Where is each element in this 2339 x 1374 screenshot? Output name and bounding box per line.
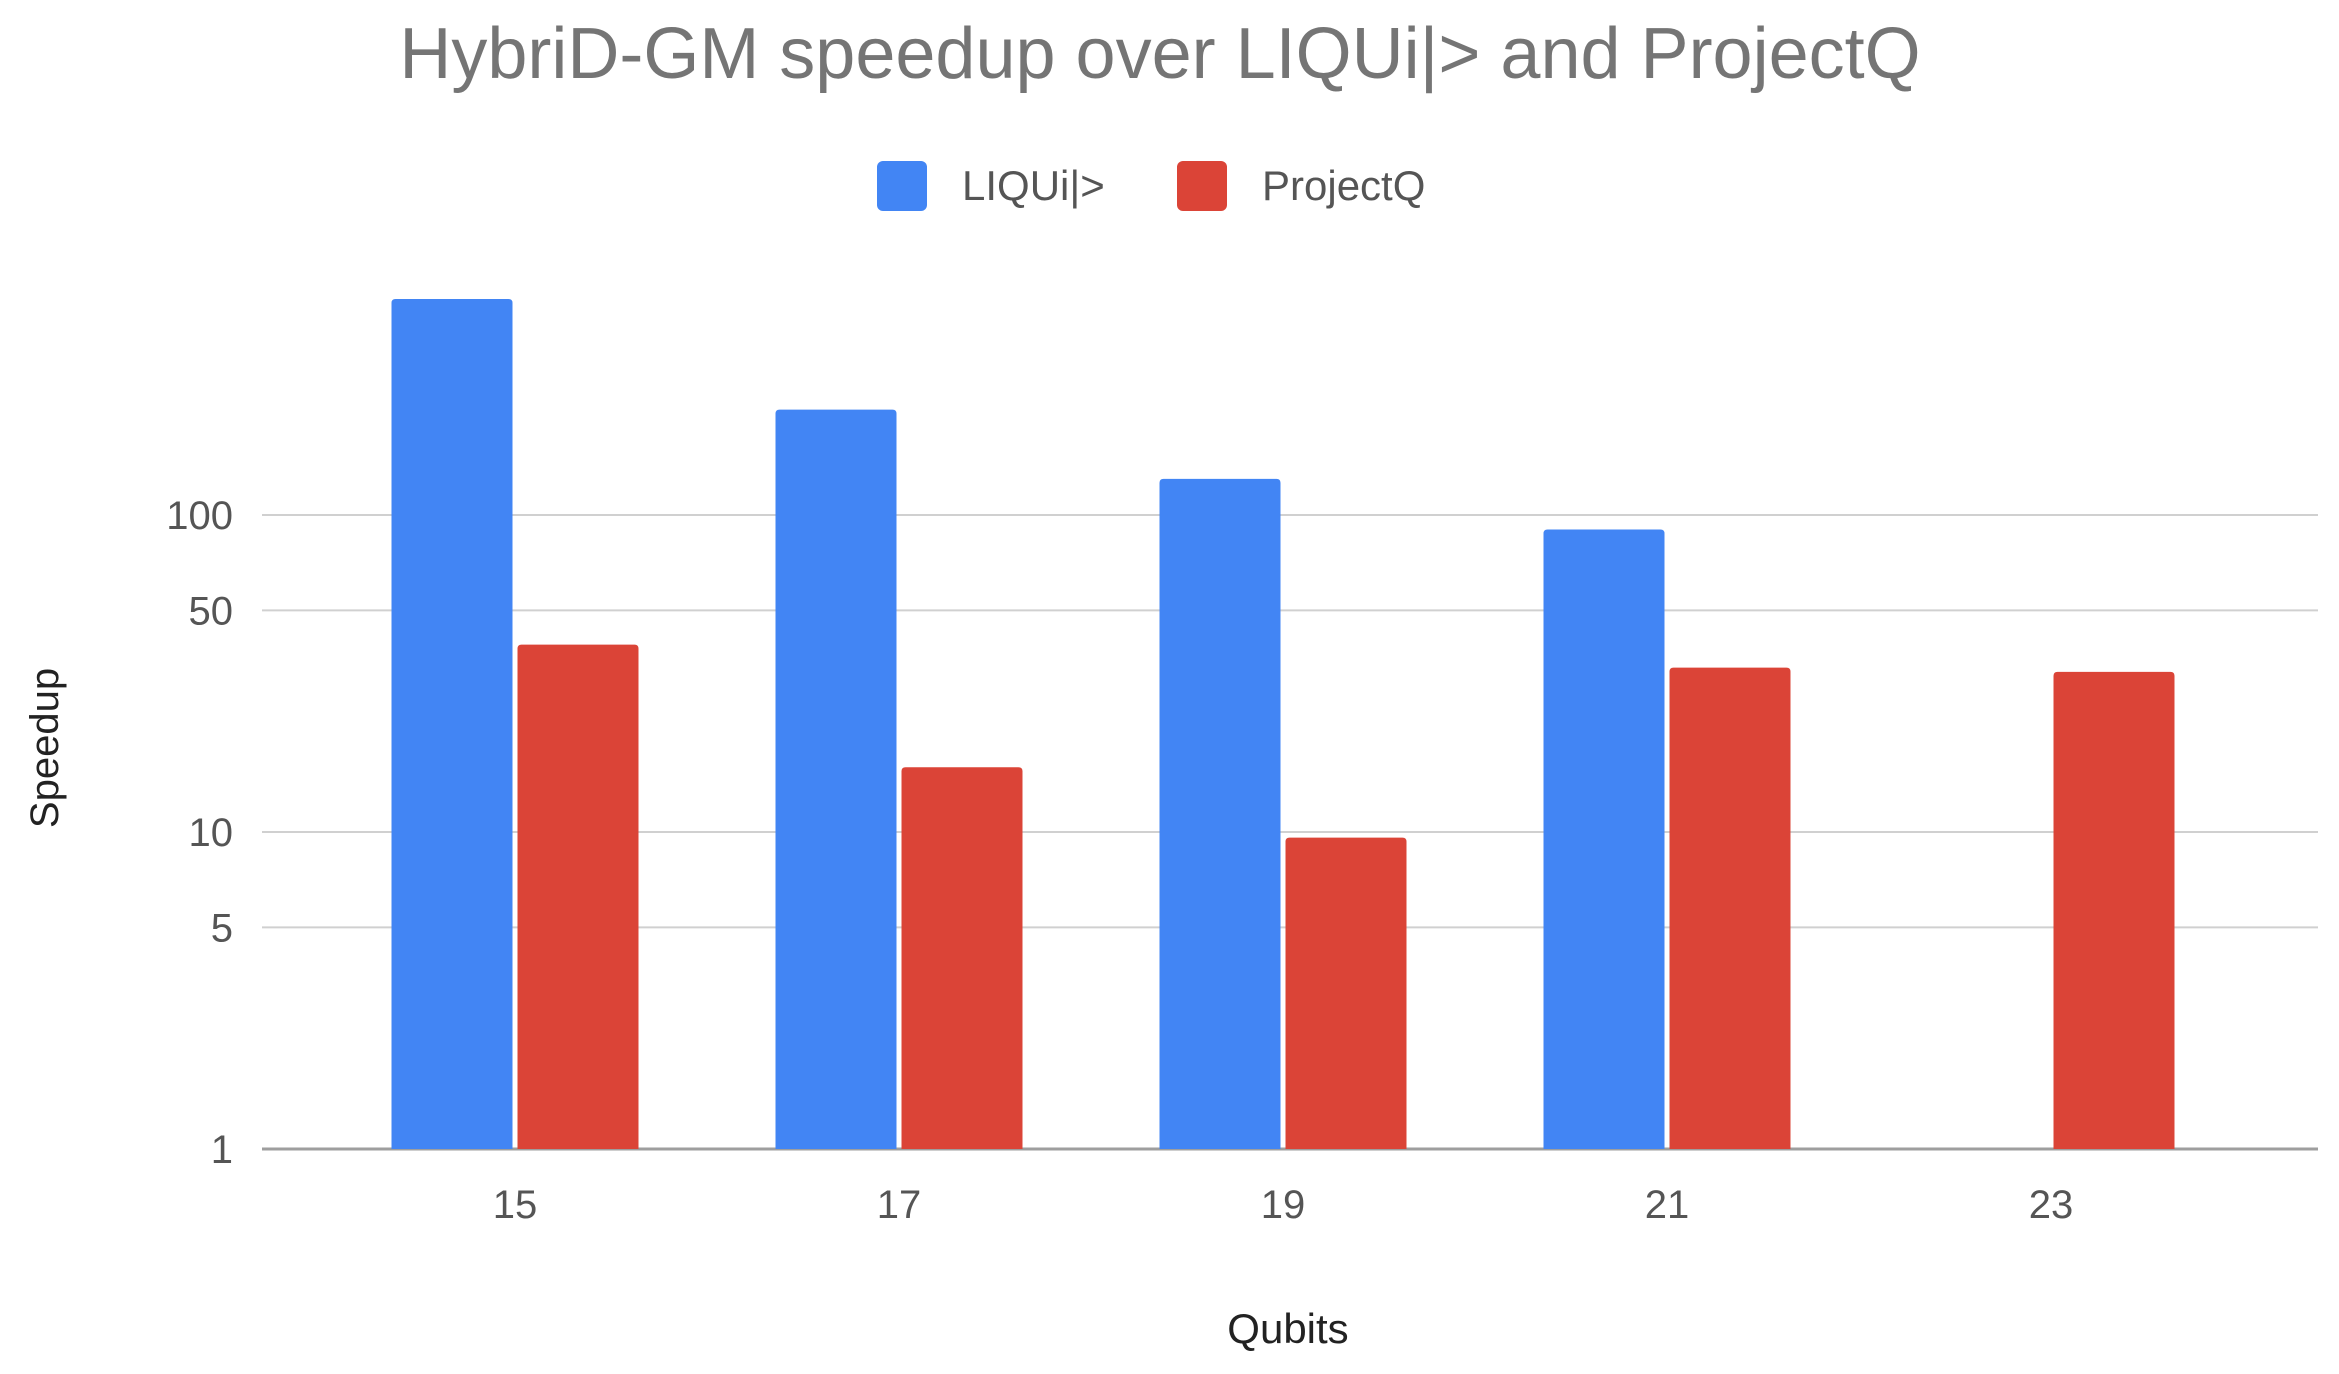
x-tick-label: 15 bbox=[493, 1183, 538, 1227]
bar-projectq-23 bbox=[2053, 671, 2175, 1149]
bar-liqui-19 bbox=[1159, 478, 1281, 1149]
x-tick-label: 23 bbox=[2029, 1183, 2074, 1227]
bar-projectq-19 bbox=[1285, 837, 1407, 1149]
legend-swatch bbox=[1177, 161, 1227, 211]
legend-swatch bbox=[877, 161, 927, 211]
legend-label: LIQUi|> bbox=[962, 162, 1105, 209]
bar-liqui-17 bbox=[775, 409, 897, 1149]
x-tick-label: 19 bbox=[1261, 1183, 1306, 1227]
y-axis-label: Speedup bbox=[23, 668, 67, 828]
chart-title: HybriD-GM speedup over LIQUi|> and Proje… bbox=[399, 14, 1920, 94]
bar-projectq-15 bbox=[517, 644, 639, 1149]
bar-projectq-17 bbox=[901, 767, 1023, 1149]
x-tick-label: 21 bbox=[1645, 1183, 1690, 1227]
x-axis-label: Qubits bbox=[1227, 1305, 1348, 1352]
y-tick-label: 1 bbox=[211, 1128, 233, 1172]
bar-liqui-21 bbox=[1543, 529, 1665, 1149]
legend: LIQUi|> ProjectQ bbox=[877, 161, 1425, 211]
y-tick-label: 50 bbox=[189, 589, 234, 633]
y-tick-label: 100 bbox=[166, 494, 233, 538]
x-tick-label: 17 bbox=[877, 1183, 922, 1227]
y-axis-ticks: 1 5 10 50 100 bbox=[166, 494, 233, 1172]
bar-liqui-15 bbox=[391, 299, 513, 1150]
x-axis-ticks: 15 17 19 21 23 bbox=[493, 1183, 2074, 1227]
y-tick-label: 10 bbox=[189, 811, 234, 855]
y-tick-label: 5 bbox=[211, 906, 233, 950]
bar-projectq-21 bbox=[1669, 667, 1791, 1149]
bars bbox=[391, 299, 2175, 1150]
legend-label: ProjectQ bbox=[1262, 162, 1425, 209]
